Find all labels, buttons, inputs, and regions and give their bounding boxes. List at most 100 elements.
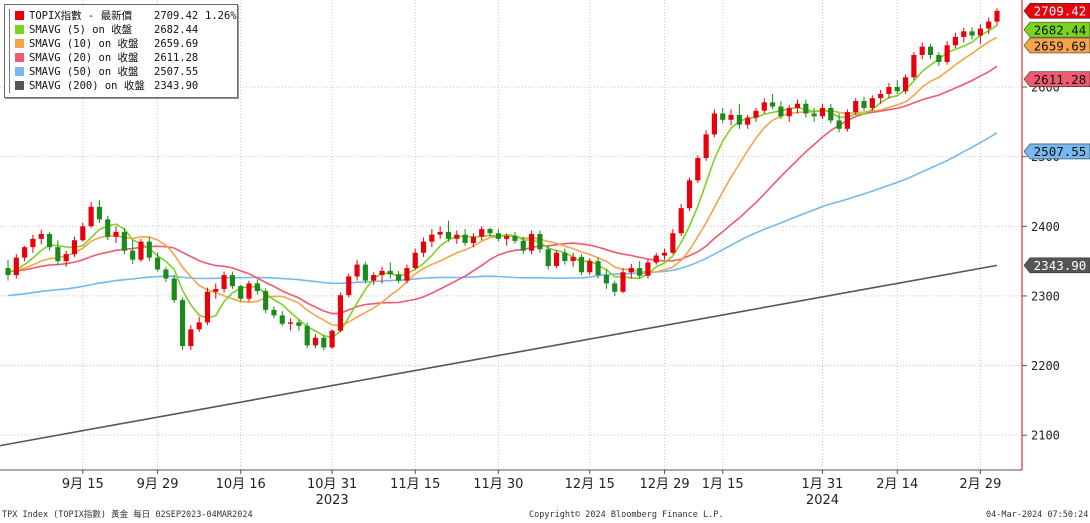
candle-body bbox=[828, 107, 834, 121]
candle-body bbox=[146, 241, 152, 258]
value-tag bbox=[1023, 21, 1090, 38]
candle-body bbox=[944, 45, 950, 62]
candle-body bbox=[578, 256, 585, 273]
candle-body bbox=[612, 283, 618, 292]
candle-body bbox=[13, 257, 19, 276]
legend-swatch-smavg-5 bbox=[15, 25, 24, 34]
candle-body bbox=[686, 180, 693, 209]
candle-body bbox=[55, 247, 61, 262]
candle-body bbox=[927, 46, 934, 56]
legend-value-smavg-10: 2659.69 bbox=[154, 38, 199, 50]
candle-body bbox=[412, 252, 418, 269]
value-tag-label: 2507.55 bbox=[1034, 144, 1087, 159]
footer-timestamp: 04-Mar-2024 07:50:24 bbox=[986, 510, 1089, 520]
x-tick-label: 2月 29 bbox=[959, 477, 1001, 492]
candle-body bbox=[711, 113, 718, 135]
candle-body bbox=[637, 268, 643, 276]
legend-swatch-smavg-20 bbox=[15, 53, 24, 62]
candle-body bbox=[213, 288, 219, 292]
candle-body bbox=[5, 268, 11, 276]
legend-tick bbox=[9, 37, 14, 51]
candle-body bbox=[770, 102, 776, 107]
candle-body bbox=[836, 120, 842, 129]
candle-body bbox=[670, 233, 676, 253]
candle-body bbox=[321, 337, 327, 348]
x-tick-label: 10月 31 bbox=[307, 477, 357, 492]
candle-body bbox=[387, 270, 393, 275]
candle-body bbox=[462, 234, 468, 244]
candle-body bbox=[811, 113, 817, 117]
candle-body bbox=[445, 231, 452, 239]
value-tag bbox=[1023, 71, 1090, 87]
y-tick-label: 2300 bbox=[1031, 289, 1060, 303]
x-tick-label: 9月 29 bbox=[137, 477, 179, 492]
candle-body bbox=[179, 300, 186, 347]
candle-body bbox=[271, 309, 277, 316]
candle-body bbox=[620, 272, 626, 292]
candle-body bbox=[30, 238, 36, 248]
value-tag bbox=[1023, 3, 1090, 19]
x-tick-label: 11月 15 bbox=[390, 477, 440, 492]
candle-body bbox=[312, 337, 319, 346]
candle-body bbox=[188, 329, 194, 347]
candle-body bbox=[487, 229, 493, 234]
candle-body bbox=[861, 100, 867, 108]
legend-tick bbox=[9, 9, 14, 23]
candle-body bbox=[437, 231, 443, 235]
candle-body bbox=[736, 114, 742, 125]
candle-body bbox=[229, 275, 235, 287]
legend-swatch-topix bbox=[15, 11, 24, 20]
candle-body bbox=[171, 278, 177, 301]
candle-body bbox=[977, 28, 983, 36]
candle-body bbox=[720, 113, 726, 120]
candle-body bbox=[986, 21, 992, 29]
x-year-label: 2023 bbox=[316, 493, 349, 508]
candle-body bbox=[778, 106, 784, 117]
candle-body bbox=[844, 112, 850, 129]
legend-tick bbox=[9, 79, 14, 93]
candle-body bbox=[853, 100, 859, 113]
value-tag bbox=[1023, 257, 1090, 274]
candle-body bbox=[653, 255, 659, 263]
y-tick-label: 2200 bbox=[1031, 359, 1060, 373]
candle-body bbox=[396, 274, 402, 281]
candle-body bbox=[894, 87, 900, 92]
legend-value-topix: 2709.42 bbox=[154, 10, 199, 22]
legend-value-smavg-20: 2611.28 bbox=[154, 52, 199, 64]
ma-200-line bbox=[0, 264, 998, 447]
candle-body bbox=[819, 107, 826, 117]
candle-body bbox=[287, 322, 294, 324]
candle-body bbox=[512, 236, 518, 241]
legend-tick bbox=[9, 51, 14, 65]
candle-body bbox=[138, 241, 144, 260]
candle-body bbox=[96, 206, 102, 220]
candle-body bbox=[246, 283, 252, 299]
candle-body bbox=[529, 233, 535, 251]
value-tag bbox=[1023, 37, 1090, 54]
candlesticks bbox=[5, 8, 1000, 351]
x-tick-label: 10月 16 bbox=[216, 477, 266, 492]
value-tag-label: 2659.69 bbox=[1034, 38, 1087, 53]
candle-body bbox=[470, 236, 476, 244]
candle-body bbox=[155, 257, 161, 270]
candle-body bbox=[919, 46, 925, 56]
legend: TOPIX指數 - 最新價 2709.42 1.26% SMAVG (5) on… bbox=[4, 4, 238, 98]
candle-body bbox=[304, 325, 310, 346]
candle-body bbox=[903, 77, 909, 92]
legend-name-smavg-50: SMAVG (50) on 收盤 bbox=[29, 66, 139, 78]
candle-body bbox=[545, 249, 551, 266]
candle-body bbox=[254, 283, 260, 292]
legend-change-topix: 1.26% bbox=[205, 10, 237, 22]
candle-body bbox=[354, 264, 360, 277]
candle-body bbox=[645, 262, 651, 276]
candle-body bbox=[263, 291, 269, 310]
x-tick-label: 2月 14 bbox=[876, 477, 918, 492]
candle-body bbox=[105, 219, 111, 237]
candle-body bbox=[454, 234, 460, 239]
candle-body bbox=[163, 269, 169, 279]
candle-body bbox=[346, 276, 352, 296]
legend-name-topix: TOPIX指數 - 最新價 bbox=[29, 10, 133, 22]
candle-body bbox=[661, 252, 668, 256]
